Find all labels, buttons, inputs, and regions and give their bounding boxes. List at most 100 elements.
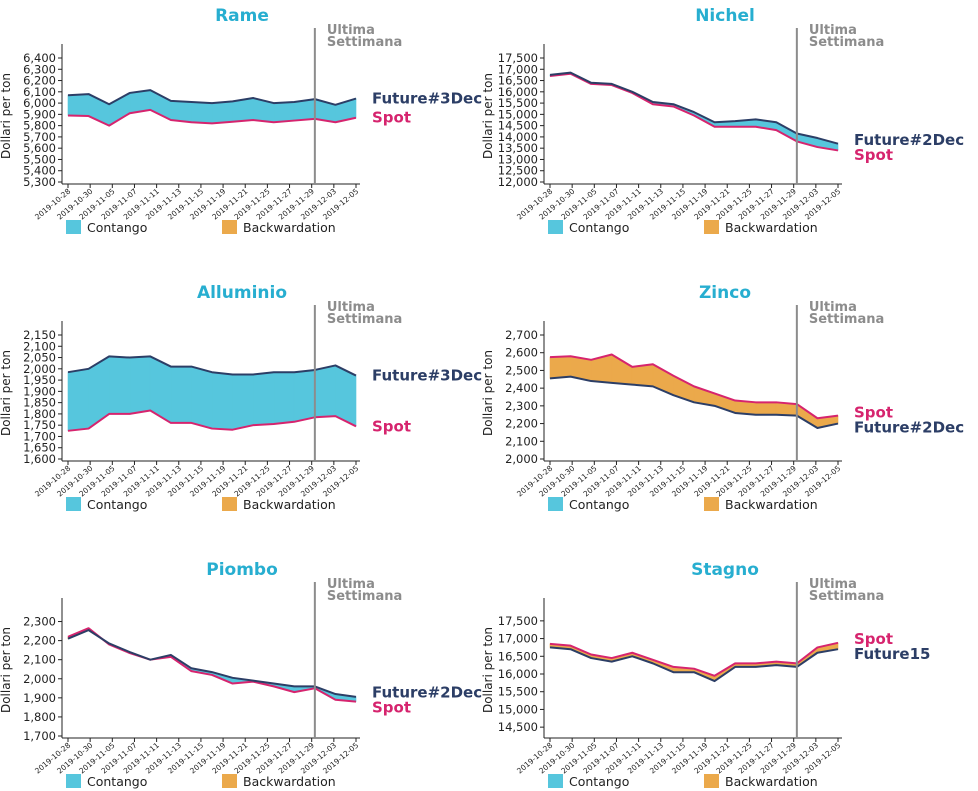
y-tick-label: 16,000	[498, 667, 538, 681]
legend-backwardation-label: Backwardation	[243, 220, 336, 235]
y-tick-label: 5,300	[23, 175, 56, 189]
y-tick-label: 2,300	[505, 399, 538, 413]
contango-band	[273, 371, 295, 425]
y-axis-label: Dollari per ton	[481, 627, 495, 713]
future-end-label: Future#3Dec	[372, 367, 482, 385]
y-tick-label: 1,800	[23, 407, 56, 421]
legend-backwardation-label: Backwardation	[725, 220, 818, 235]
y-tick-label: 2,000	[505, 452, 538, 466]
y-tick-label: 1,800	[23, 710, 56, 724]
spot-line	[67, 409, 357, 432]
spot-end-label: Spot	[854, 404, 893, 422]
y-tick-label: 1,900	[23, 384, 56, 398]
spot-end-label: Spot	[372, 698, 411, 716]
contango-band	[293, 369, 316, 423]
y-tick-label: 17,500	[498, 614, 538, 628]
contango-band	[67, 368, 89, 432]
last-week-label-line1: Ultima	[809, 300, 857, 315]
spot-line	[67, 108, 357, 127]
future-line	[549, 375, 839, 429]
legend-contango-swatch	[548, 497, 563, 511]
y-tick-label: 15,000	[498, 107, 538, 121]
legend-backwardation-swatch	[222, 220, 237, 234]
contango-band	[129, 356, 151, 415]
contango-band	[252, 371, 275, 426]
chart-title: Nichel	[695, 6, 755, 26]
y-tick-label: 6,100	[23, 85, 56, 99]
y-tick-label: 13,500	[498, 141, 538, 155]
y-tick-label: 12,000	[498, 175, 538, 189]
backwardation-band	[549, 355, 571, 379]
y-tick-label: 6,400	[23, 51, 56, 65]
contango-band	[191, 101, 213, 124]
y-tick-label: 13,000	[498, 152, 538, 166]
y-tick-label: 16,500	[498, 649, 538, 663]
y-tick-label: 2,200	[505, 417, 538, 431]
y-tick-label: 12,500	[498, 164, 538, 178]
backwardation-band	[631, 363, 654, 387]
future-end-label: Future#2Dec	[854, 131, 964, 149]
last-week-label-line1: Ultima	[327, 23, 375, 38]
future-end-label: Future#3Dec	[372, 90, 482, 108]
y-tick-label: 2,050	[23, 351, 56, 365]
chart-title: Piombo	[206, 560, 278, 580]
y-axis-label: Dollari per ton	[0, 350, 13, 436]
legend-backwardation-swatch	[704, 497, 719, 511]
y-tick-label: 14,500	[498, 720, 538, 734]
y-tick-label: 17,000	[498, 632, 538, 646]
y-tick-label: 2,200	[23, 634, 56, 648]
y-axis-label: Dollari per ton	[481, 350, 495, 436]
contango-band	[232, 374, 254, 431]
y-tick-label: 15,500	[498, 685, 538, 699]
legend-contango-label: Contango	[569, 774, 629, 789]
contango-band	[170, 100, 192, 123]
y-tick-label: 2,300	[23, 615, 56, 629]
chart-title: Zinco	[699, 283, 751, 303]
future-line	[549, 646, 839, 683]
future-end-label: Future15	[854, 645, 930, 663]
chart-panel-stagno: Stagno 17,500 17,000 16,500 16,000 15,500 15,0…	[481, 560, 930, 789]
y-axis-label: Dollari per ton	[481, 73, 495, 159]
y-tick-label: 15,500	[498, 96, 538, 110]
contango-band	[191, 366, 213, 429]
y-tick-label: 1,950	[23, 373, 56, 387]
legend-contango-swatch	[66, 774, 81, 788]
chart-panel-nichel: Nichel 17,50017,00016,50016,00015,50015,0…	[481, 6, 964, 235]
y-tick-label: 16,500	[498, 74, 538, 88]
y-tick-label: 1,700	[23, 429, 56, 443]
y-tick-label: 2,500	[505, 363, 538, 377]
y-tick-label: 2,150	[23, 328, 56, 342]
chart-panel-piombo: Piombo 2,300 2,200 2,100 2,000 1,900 1,800 1,70…	[0, 560, 482, 789]
contango-band	[211, 101, 233, 124]
backwardation-band	[611, 353, 633, 385]
y-tick-label: 1,600	[23, 452, 56, 466]
y-tick-label: 5,500	[23, 152, 56, 166]
contango-band	[67, 93, 89, 117]
last-week-label-line2: Settimana	[809, 312, 884, 327]
contango-band	[273, 101, 295, 123]
chart-title: Alluminio	[197, 283, 287, 303]
contango-band	[314, 365, 336, 418]
y-tick-label: 5,700	[23, 130, 56, 144]
chart-title: Stagno	[691, 560, 759, 580]
y-tick-label: 6,000	[23, 96, 56, 110]
future-end-label: Future#2Dec	[854, 419, 964, 437]
y-tick-label: 2,400	[505, 381, 538, 395]
legend-backwardation-swatch	[704, 220, 719, 234]
last-week-label-line2: Settimana	[327, 589, 402, 604]
contango-band	[108, 356, 131, 415]
spot-line	[549, 72, 839, 152]
y-tick-label: 1,850	[23, 396, 56, 410]
spot-line	[549, 353, 839, 420]
y-tick-label: 2,000	[23, 362, 56, 376]
chart-panel-rame: Rame6,4006,3006,2006,1006,0005,9005,8005…	[0, 6, 482, 235]
spot-end-label: Spot	[854, 146, 893, 164]
contango-band	[170, 366, 192, 424]
y-tick-label: 5,600	[23, 141, 56, 155]
future-line	[67, 629, 357, 698]
contango-band	[211, 371, 233, 431]
last-week-label-line2: Settimana	[809, 589, 884, 604]
y-tick-label: 5,800	[23, 119, 56, 133]
